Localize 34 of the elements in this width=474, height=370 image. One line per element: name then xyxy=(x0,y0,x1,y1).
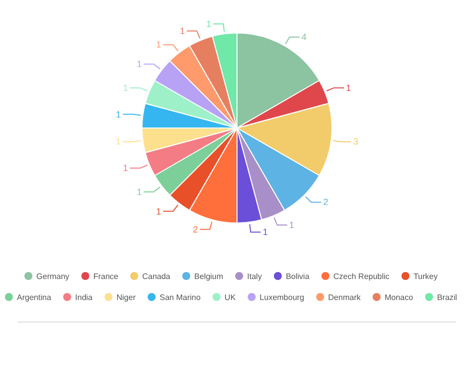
data-label: 2 xyxy=(192,224,198,234)
data-label: 2 xyxy=(323,197,328,208)
data-label: 1 xyxy=(206,18,212,29)
data-label: 1 xyxy=(262,227,268,238)
data-label: 1 xyxy=(116,109,121,120)
legend-label: Niger xyxy=(116,293,136,302)
legend-label: Luxembourg xyxy=(260,293,304,302)
data-label: 1 xyxy=(122,163,128,174)
legend-label: Brazil xyxy=(437,293,458,302)
legend-label: Canada xyxy=(142,272,171,281)
data-label: 1 xyxy=(346,82,352,93)
legend-label: UK xyxy=(224,293,236,302)
data-label: 4 xyxy=(302,32,307,42)
legend-label: India xyxy=(75,293,94,302)
legend-label: Belgium xyxy=(194,272,224,281)
legend-label: Argentina xyxy=(16,293,52,302)
legend-label: Germany xyxy=(36,272,70,281)
legend-label: Turkey xyxy=(413,272,438,281)
data-label: 1 xyxy=(180,26,185,36)
legend-label: Czech Republic xyxy=(333,272,390,281)
data-label: 1 xyxy=(136,59,142,70)
data-label: 1 xyxy=(136,186,142,197)
legend-label: Monaco xyxy=(384,293,414,302)
data-label: 1 xyxy=(289,220,294,230)
data-label: 1 xyxy=(156,40,162,50)
data-label: 3 xyxy=(353,136,358,147)
legend-label: Denmark xyxy=(328,293,362,302)
legend-label: Bolivia xyxy=(286,272,310,281)
data-label: 1 xyxy=(122,82,128,93)
legend-label: Italy xyxy=(247,272,262,281)
legend-label: France xyxy=(93,272,119,281)
legend-label: San Marino xyxy=(160,293,202,302)
data-label: 1 xyxy=(116,136,121,147)
data-label: 1 xyxy=(156,206,162,216)
